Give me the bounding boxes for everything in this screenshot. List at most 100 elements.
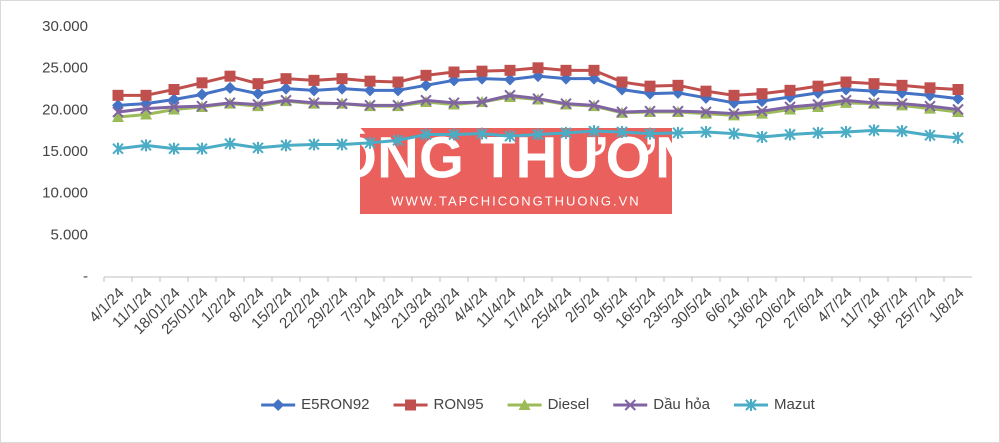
marker <box>308 138 320 151</box>
marker <box>168 103 180 115</box>
marker <box>560 97 572 110</box>
marker <box>784 84 796 96</box>
marker <box>392 76 404 88</box>
marker <box>420 94 432 107</box>
marker <box>896 79 908 91</box>
marker <box>252 78 264 90</box>
marker <box>672 126 684 139</box>
marker <box>840 126 852 138</box>
marker <box>308 97 320 109</box>
marker <box>140 139 152 152</box>
marker <box>728 89 740 101</box>
marker <box>448 66 460 78</box>
marker <box>224 70 236 82</box>
marker <box>140 108 152 120</box>
marker <box>812 101 824 112</box>
marker <box>588 125 600 138</box>
marker <box>252 98 264 111</box>
marker <box>588 99 600 112</box>
marker <box>952 92 964 105</box>
marker <box>405 399 417 411</box>
marker <box>336 73 348 85</box>
marker <box>504 73 516 86</box>
marker <box>448 128 460 141</box>
marker <box>616 106 628 118</box>
marker <box>336 97 348 110</box>
marker <box>952 131 964 144</box>
marker <box>756 88 768 100</box>
watermark-box <box>360 128 672 214</box>
marker <box>924 100 936 112</box>
marker <box>504 130 516 143</box>
marker <box>812 126 824 139</box>
marker <box>364 75 376 87</box>
marker <box>924 102 936 114</box>
marker <box>952 103 964 116</box>
marker <box>336 82 348 95</box>
marker <box>532 62 544 74</box>
marker <box>420 69 432 81</box>
marker <box>784 128 796 141</box>
marker <box>812 80 824 92</box>
marker <box>448 97 460 109</box>
marker <box>252 141 264 154</box>
marker <box>784 101 796 113</box>
marker <box>252 87 264 100</box>
marker <box>112 106 124 118</box>
marker <box>624 399 636 411</box>
marker <box>840 76 852 88</box>
marker <box>588 64 600 76</box>
marker <box>308 84 320 97</box>
marker <box>728 127 740 140</box>
marker <box>196 100 208 112</box>
y-tick-label: 5.000 <box>50 226 88 243</box>
marker <box>280 139 292 152</box>
marker <box>140 102 152 115</box>
marker <box>644 105 656 117</box>
marker <box>196 77 208 89</box>
marker <box>476 96 488 108</box>
marker <box>616 126 628 138</box>
y-tick-label: 25.000 <box>42 60 88 77</box>
marker <box>168 84 180 95</box>
marker <box>140 89 152 101</box>
marker <box>840 96 852 108</box>
marker <box>560 64 572 76</box>
marker <box>840 94 852 107</box>
marker <box>420 79 432 92</box>
legend-label: Diesel <box>548 396 590 413</box>
marker <box>112 111 124 122</box>
marker <box>756 107 768 119</box>
marker <box>476 127 488 140</box>
marker <box>896 125 908 138</box>
marker <box>224 137 236 150</box>
y-tick-label: 20.000 <box>42 101 88 118</box>
marker <box>672 105 684 117</box>
marker <box>364 136 376 149</box>
marker <box>420 128 432 141</box>
marker <box>745 399 757 411</box>
marker <box>168 101 180 113</box>
marker <box>168 93 180 106</box>
marker <box>672 79 684 91</box>
marker <box>112 142 124 155</box>
marker <box>168 142 180 155</box>
marker <box>560 126 572 139</box>
marker <box>868 97 880 109</box>
legend-label: Dầu hỏa <box>653 396 710 413</box>
marker <box>700 85 712 97</box>
marker <box>518 399 531 410</box>
marker <box>532 128 544 141</box>
marker <box>756 105 768 117</box>
y-tick-label: 15.000 <box>42 143 88 160</box>
marker <box>868 78 880 90</box>
marker <box>868 124 880 137</box>
marker <box>224 97 236 109</box>
marker <box>196 142 208 155</box>
marker <box>756 131 768 143</box>
marker <box>924 82 936 94</box>
marker <box>504 64 516 76</box>
marker <box>272 399 285 411</box>
